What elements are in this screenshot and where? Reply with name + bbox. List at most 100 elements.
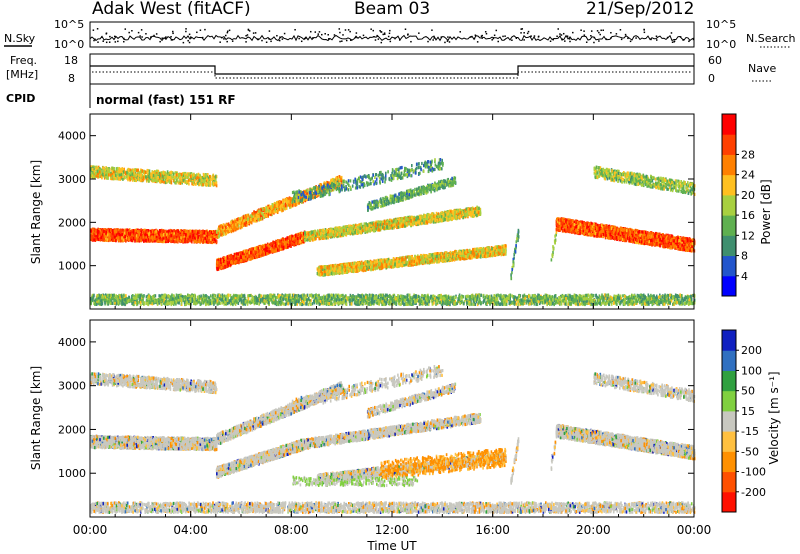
range-gate-cell — [140, 230, 143, 234]
range-gate-cell — [214, 232, 216, 237]
noise-search-point — [345, 39, 348, 42]
noise-search-point — [521, 28, 524, 30]
range-gate-cell — [196, 233, 199, 237]
noise-search-point — [281, 38, 284, 40]
noise-search-point — [123, 37, 125, 40]
range-gate-cell — [188, 178, 190, 182]
range-gate-cell — [184, 229, 187, 233]
range-gate-cell — [202, 240, 204, 244]
range-gate-cell — [181, 239, 184, 243]
noise-search-point — [495, 29, 498, 32]
noise-search-point — [155, 33, 158, 35]
range-gate-cell — [181, 181, 183, 185]
range-gate-cell — [237, 256, 239, 260]
noise-search-point — [650, 38, 652, 41]
range-gate-cell — [135, 234, 138, 238]
noise-right-tick-top: 10^5 — [706, 18, 736, 31]
range-gate-cell — [134, 174, 136, 178]
noise-search-point — [497, 40, 499, 43]
range-gate-cell — [114, 229, 117, 234]
range-gate-cell — [167, 235, 169, 239]
range-gate-cell — [200, 176, 202, 180]
range-gate-cell — [211, 231, 214, 235]
range-gate-cell — [144, 236, 146, 240]
range-gate-cell — [150, 230, 152, 234]
noise-search-point — [188, 41, 191, 44]
range-gate-cell — [138, 178, 141, 182]
range-gate-cell — [163, 235, 165, 239]
range-gate-cell — [190, 230, 193, 234]
range-gate-cell — [113, 167, 115, 171]
range-gate-cell — [276, 240, 278, 244]
noise-search-point — [355, 36, 357, 39]
noise-search-point — [172, 32, 174, 35]
range-gate-cell — [96, 235, 99, 240]
range-gate-cell — [137, 236, 139, 240]
noise-search-point — [171, 39, 174, 41]
range-gate-cell — [106, 171, 109, 175]
noise-search-point — [568, 38, 571, 40]
range-gate-cell — [161, 178, 163, 182]
range-gate-cell — [116, 169, 119, 174]
noise-search-point — [145, 33, 147, 35]
range-gate-cell — [152, 178, 154, 182]
range-gate-cell — [151, 228, 153, 233]
range-gate-cell — [180, 178, 182, 182]
range-gate-cell — [198, 238, 200, 242]
range-gate-cell — [155, 237, 158, 242]
range-gate-cell — [168, 179, 171, 183]
range-gate-cell — [97, 171, 99, 175]
noise-search-point — [448, 41, 451, 43]
range-gate-cell — [95, 167, 98, 171]
power-heatmap — [90, 158, 696, 307]
range-gate-cell — [136, 169, 138, 173]
range-gate-cell — [117, 237, 120, 242]
range-gate-cell — [302, 238, 305, 243]
range-gate-cell — [198, 178, 201, 182]
range-gate-cell — [189, 176, 192, 181]
range-gate-cell — [185, 229, 188, 233]
range-gate-cell — [110, 232, 113, 236]
range-gate-cell — [145, 236, 147, 240]
noise-search-point — [427, 40, 429, 43]
range-gate-cell — [196, 181, 198, 185]
noise-search-point — [221, 36, 223, 39]
range-gate-cell — [131, 172, 134, 176]
range-gate-cell — [179, 236, 181, 240]
noise-search-point — [150, 36, 152, 38]
range-gate-cell — [279, 239, 281, 243]
noise-search-point — [245, 41, 247, 43]
range-gate-cell — [191, 229, 194, 233]
noise-search-point — [552, 38, 554, 41]
noise-search-point — [379, 30, 381, 32]
range-gate-cell — [184, 233, 187, 237]
range-gate-cell — [188, 230, 190, 234]
range-gate-cell — [120, 230, 122, 234]
range-gate-cell — [106, 176, 108, 180]
range-gate-cell — [162, 237, 164, 242]
range-gate-cell — [154, 178, 157, 182]
range-gate-cell — [100, 231, 102, 235]
range-gate-cell — [90, 234, 92, 238]
noise-search-point — [562, 32, 565, 35]
range-gate-cell — [101, 233, 104, 237]
noise-search-point — [321, 33, 323, 36]
noise-search-point — [350, 39, 352, 42]
range-gate-cell — [197, 235, 199, 239]
noise-search-point — [389, 40, 392, 43]
range-gate-cell — [228, 261, 231, 265]
range-gate-cell — [139, 174, 142, 178]
noise-search-point — [182, 41, 185, 44]
noise-search-point — [185, 30, 187, 33]
range-gate-cell — [207, 240, 210, 244]
range-gate-cell — [92, 229, 94, 233]
range-gate-cell — [194, 236, 196, 240]
range-gate-cell — [137, 168, 140, 172]
range-gate-cell — [175, 239, 178, 243]
noise-search-point — [673, 40, 676, 42]
range-gate-cell — [200, 234, 202, 239]
range-gate-cell — [156, 180, 158, 184]
range-gate-cell — [214, 239, 217, 243]
range-gate-cell — [173, 229, 175, 233]
range-gate-cell — [228, 257, 230, 261]
